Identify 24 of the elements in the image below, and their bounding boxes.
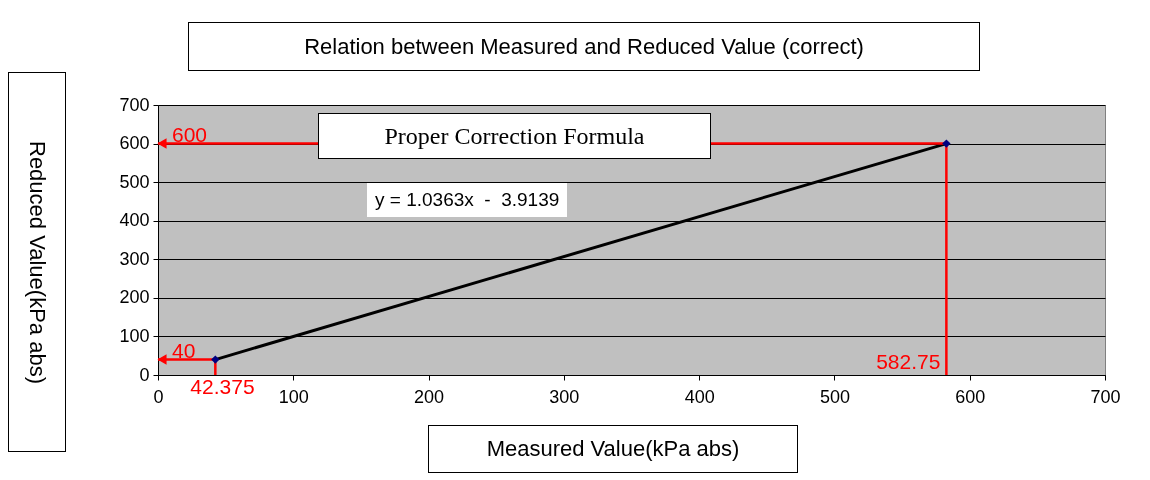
chart-title: Relation between Measured and Reduced Value (correct) xyxy=(188,22,980,71)
y-tick-label: 500 xyxy=(119,171,150,192)
y-axis-title: Reduced Value(kPa abs) xyxy=(8,72,66,452)
x-axis-title: Measured Value(kPa abs) xyxy=(428,425,798,473)
x-tick-label: 600 xyxy=(955,386,986,407)
x-tick-label: 700 xyxy=(1090,386,1121,407)
x-tick-label: 200 xyxy=(414,386,445,407)
y-tick-label: 600 xyxy=(119,133,150,154)
y-tick-label: 700 xyxy=(119,94,150,115)
annotation: y = 1.0363x - 3.9139 xyxy=(367,183,568,217)
x-tick-label: 400 xyxy=(684,386,715,407)
y-tick-label: 100 xyxy=(119,325,150,346)
ref-line-label: 42.375 xyxy=(190,375,255,398)
x-tick-label: 500 xyxy=(819,386,850,407)
x-tick-label: 300 xyxy=(549,386,580,407)
x-tick-label: 0 xyxy=(153,386,164,407)
x-tick-label: 100 xyxy=(278,386,309,407)
y-tick-label: 0 xyxy=(139,364,150,385)
y-tick-label: 400 xyxy=(119,210,150,231)
y-tick-label: 300 xyxy=(119,248,150,269)
ref-line-label: 582.75 xyxy=(876,350,941,373)
ref-line-label: 600 xyxy=(172,122,208,146)
y-tick-label: 200 xyxy=(119,287,150,308)
ref-line-label: 40 xyxy=(172,338,196,362)
